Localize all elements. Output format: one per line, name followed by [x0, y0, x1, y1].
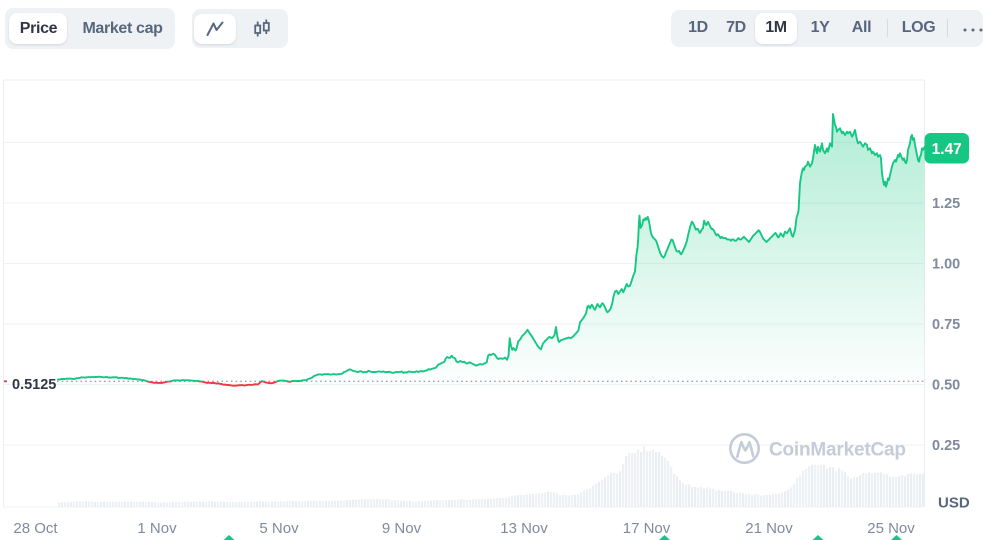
svg-text:13 Nov: 13 Nov [500, 520, 548, 537]
svg-text:9 Nov: 9 Nov [382, 520, 422, 537]
svg-text:5 Nov: 5 Nov [259, 520, 299, 537]
svg-text:0.5125: 0.5125 [12, 377, 56, 393]
svg-text:1.25: 1.25 [932, 196, 960, 212]
svg-text:0.25: 0.25 [932, 438, 960, 454]
svg-text:1.00: 1.00 [932, 257, 960, 273]
svg-text:28 Oct: 28 Oct [13, 520, 58, 537]
svg-text:1 Nov: 1 Nov [137, 520, 177, 537]
svg-text:25 Nov: 25 Nov [867, 520, 915, 537]
svg-text:1.47: 1.47 [932, 141, 962, 158]
svg-text:21 Nov: 21 Nov [745, 520, 793, 537]
svg-text:0.75: 0.75 [932, 317, 960, 333]
svg-text:USD: USD [938, 495, 970, 512]
svg-text:17 Nov: 17 Nov [623, 520, 671, 537]
svg-text:0.50: 0.50 [932, 378, 960, 394]
